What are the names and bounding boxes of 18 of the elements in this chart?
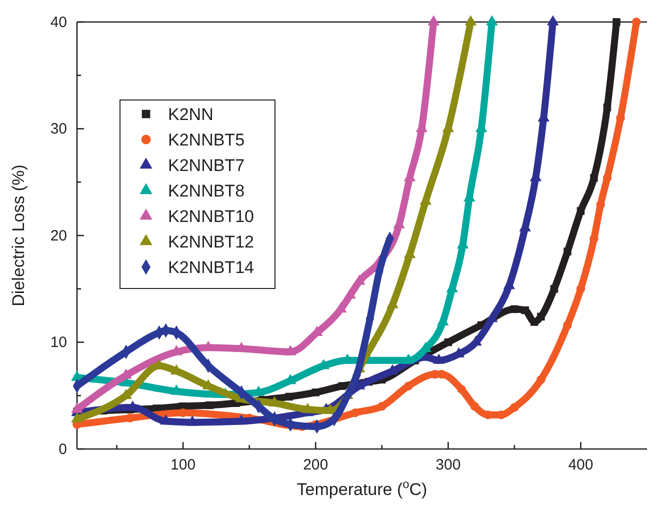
- y-tick-label: 40: [50, 14, 67, 31]
- x-axis-title: Temperature ($^{o}$C): [296, 477, 428, 499]
- legend-label: K2NNBT10: [168, 207, 254, 226]
- legend-label: K2NN: [168, 105, 214, 124]
- legend-label: K2NNBT8: [168, 182, 245, 200]
- x-tick-label: 100: [170, 456, 196, 474]
- y-axis-title: Dielectric Loss (%): [9, 164, 28, 306]
- y-tick-label: 0: [58, 440, 67, 458]
- legend-label: K2NNBT7: [168, 156, 245, 175]
- x-tick-label: 200: [303, 456, 328, 474]
- legend-label: K2NNBT5: [168, 130, 245, 150]
- x-tick-label: 300: [436, 456, 461, 474]
- y-tick-label: 10: [50, 334, 67, 352]
- legend-label: K2NNBT12: [168, 232, 254, 252]
- y-tick-label: 30: [50, 120, 67, 138]
- y-tick-label: 20: [50, 227, 67, 244]
- legend-label: K2NNBT14: [168, 258, 254, 277]
- x-tick-label: 400: [568, 456, 594, 474]
